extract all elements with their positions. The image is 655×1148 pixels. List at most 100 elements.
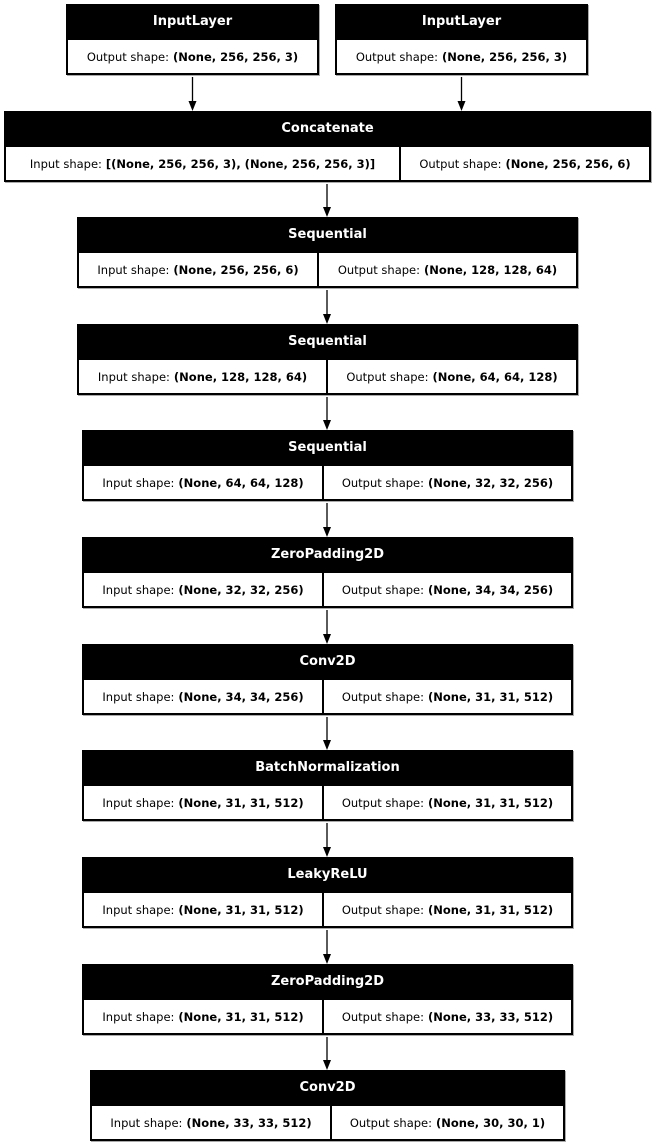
node-input-layer-2: InputLayer Output shape: (None, 256, 256, … [335,4,588,75]
shape-value: (None, 31, 31, 512) [178,795,304,810]
shape-label: Output shape: [337,262,421,277]
node-title: Conv2D [299,1080,356,1095]
shape-label: Input shape: [102,582,175,597]
node-conv2d-1: Conv2D Input shape: (None, 34, 34, 256) Out… [82,644,573,715]
arrowhead-icon [323,527,331,537]
shape-label: Output shape: [341,582,425,597]
shape-value: (None, 64, 64, 128) [178,475,304,490]
output-shape-cell: Output shape: (None, 256, 256, 6) [401,147,649,180]
shape-value: (None, 256, 256, 6) [173,262,299,277]
shape-value: (None, 32, 32, 256) [178,582,304,597]
node-shapes: Input shape: [(None, 256, 256, 3), (None,… [6,147,649,180]
node-concatenate: Concatenate Input shape: [(None, 256, 256,… [4,111,651,182]
node-title: Sequential [288,334,367,349]
output-shape-cell: Output shape: (None, 64, 64, 128) [328,360,576,393]
arrowhead-icon [323,420,331,430]
node-batchnormalization: BatchNormalization Input shape: (None, 31,… [82,750,573,821]
shape-value: (None, 33, 33, 512) [186,1115,312,1130]
output-shape-cell: Output shape: (None, 30, 30, 1) [332,1106,563,1139]
input-shape-cell: Input shape: (None, 32, 32, 256) [84,573,322,606]
shape-label: Output shape: [341,1009,425,1024]
shape-value: (None, 31, 31, 512) [428,902,554,917]
node-shapes: Input shape: (None, 64, 64, 128) Output sh… [84,466,571,499]
shape-value: (None, 34, 34, 256) [428,582,554,597]
node-shapes: Output shape: (None, 256, 256, 3) [337,40,586,73]
shape-label: Output shape: [341,902,425,917]
node-title: ZeroPadding2D [270,547,384,562]
shape-label: Input shape: [110,1115,183,1130]
shape-label: Input shape: [97,262,170,277]
shape-value: (None, 34, 34, 256) [178,689,304,704]
node-shapes: Output shape: (None, 256, 256, 3) [68,40,317,73]
shape-label: Input shape: [102,795,175,810]
node-title: InputLayer [421,14,502,29]
arrowhead-icon [323,634,331,644]
shape-label: Output shape: [341,475,425,490]
output-shape-cell: Output shape: (None, 256, 256, 3) [337,40,586,73]
shape-label: Output shape: [419,156,502,171]
shape-label: Input shape: [102,475,175,490]
node-title: Concatenate [281,121,374,136]
output-shape-cell: Output shape: (None, 256, 256, 3) [68,40,317,73]
node-title: Sequential [288,227,367,242]
shape-label: Output shape: [341,795,425,810]
node-shapes: Input shape: (None, 31, 31, 512) Output sh… [84,1000,571,1033]
input-shape-cell: Input shape: (None, 31, 31, 512) [84,1000,322,1033]
shape-value: (None, 256, 256, 3) [442,49,568,64]
arrowhead-icon [457,101,466,111]
node-shapes: Input shape: (None, 33, 33, 512) Output sh… [92,1106,563,1139]
shape-value: (None, 31, 31, 512) [178,902,304,917]
shape-label: Input shape: [102,902,175,917]
input-shape-cell: Input shape: [(None, 256, 256, 3), (None,… [6,147,399,180]
output-shape-cell: Output shape: (None, 31, 31, 512) [324,786,571,819]
node-shapes: Input shape: (None, 31, 31, 512) Output sh… [84,786,571,819]
node-zeropadding2d-2: ZeroPadding2D Input shape: (None, 31, 31, … [82,964,573,1035]
arrowhead-icon [323,847,331,857]
shape-label: Input shape: [102,689,175,704]
output-shape-cell: Output shape: (None, 31, 31, 512) [324,893,571,926]
shape-label: Input shape: [102,1009,175,1024]
output-shape-cell: Output shape: (None, 34, 34, 256) [324,573,571,606]
shape-value: (None, 31, 31, 512) [178,1009,304,1024]
output-shape-cell: Output shape: (None, 33, 33, 512) [324,1000,571,1033]
shape-label: Output shape: [349,1115,433,1130]
input-shape-cell: Input shape: (None, 64, 64, 128) [84,466,322,499]
shape-value: (None, 33, 33, 512) [428,1009,554,1024]
node-shapes: Input shape: (None, 128, 128, 64) Output s… [79,360,576,393]
shape-label: Output shape: [346,369,429,384]
arrowhead-icon [323,1060,331,1070]
shape-label: Input shape: [29,156,102,171]
input-shape-cell: Input shape: (None, 31, 31, 512) [84,893,322,926]
shape-value: (None, 30, 30, 1) [436,1115,546,1130]
node-title: Conv2D [299,654,356,669]
node-shapes: Input shape: (None, 34, 34, 256) Output sh… [84,680,571,713]
node-zeropadding2d-1: ZeroPadding2D Input shape: (None, 32, 32, … [82,537,573,608]
node-sequential-1: Sequential Input shape: (None, 256, 256, 6… [77,217,578,288]
input-shape-cell: Input shape: (None, 34, 34, 256) [84,680,322,713]
shape-label: Output shape: [355,49,439,64]
node-title: LeakyReLU [287,867,368,882]
node-shapes: Input shape: (None, 31, 31, 512) Output sh… [84,893,571,926]
node-sequential-2: Sequential Input shape: (None, 128, 128, 6… [77,324,578,395]
shape-label: Output shape: [86,49,170,64]
arrowhead-icon [323,207,331,217]
shape-value: (None, 64, 64, 128) [432,369,558,384]
arrowhead-icon [323,954,331,964]
arrowhead-icon [323,314,331,324]
input-shape-cell: Input shape: (None, 256, 256, 6) [79,253,317,286]
input-shape-cell: Input shape: (None, 128, 128, 64) [79,360,326,393]
output-shape-cell: Output shape: (None, 31, 31, 512) [324,680,571,713]
shape-value: (None, 32, 32, 256) [428,475,554,490]
arrowhead-icon [323,740,331,750]
node-shapes: Input shape: (None, 256, 256, 6) Output sh… [79,253,576,286]
node-input-layer-1: InputLayer Output shape: (None, 256, 256, … [66,4,319,75]
shape-label: Output shape: [341,689,425,704]
shape-value: (None, 256, 256, 6) [505,156,631,171]
output-shape-cell: Output shape: (None, 128, 128, 64) [319,253,576,286]
input-shape-cell: Input shape: (None, 33, 33, 512) [92,1106,330,1139]
node-title: ZeroPadding2D [270,974,384,989]
node-conv2d-2: Conv2D Input shape: (None, 33, 33, 512) Out… [90,1070,565,1141]
input-shape-cell: Input shape: (None, 31, 31, 512) [84,786,322,819]
